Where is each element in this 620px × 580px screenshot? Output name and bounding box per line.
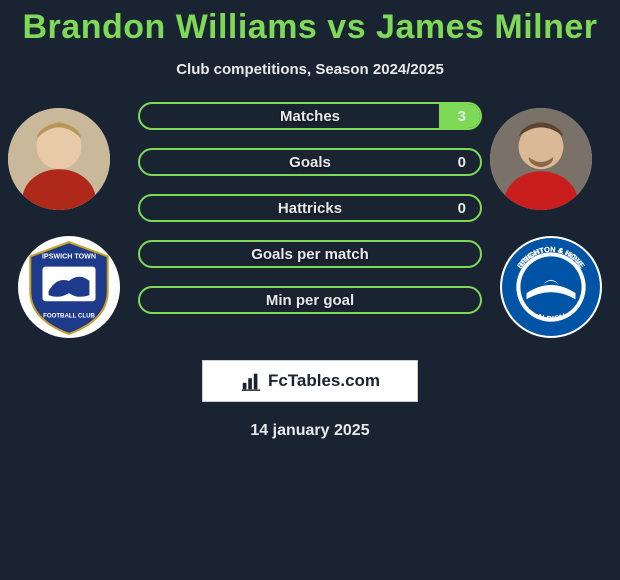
stat-label: Min per goal [266, 292, 354, 309]
comparison-area: IPSWICH TOWN FOOTBALL CLUB BRIGHTON & HO… [0, 100, 620, 350]
club-crest-icon: BRIGHTON & HOVE BRIGHTON & HOVE ALBION [500, 236, 602, 338]
brand-text: FcTables.com [268, 371, 380, 391]
svg-text:FOOTBALL CLUB: FOOTBALL CLUB [43, 313, 95, 320]
stat-row: Goals 0 [138, 148, 482, 176]
club-crest-icon: IPSWICH TOWN FOOTBALL CLUB [18, 236, 120, 338]
right-player-avatar [490, 108, 592, 210]
subtitle: Club competitions, Season 2024/2025 [0, 61, 620, 78]
stat-value-right: 3 [458, 108, 466, 125]
stat-label: Goals [289, 154, 331, 171]
stat-bars: Matches 3 Goals 0 Hattricks 0 Goals per … [138, 102, 482, 332]
stat-row: Goals per match [138, 240, 482, 268]
page-title: Brandon Williams vs James Milner [0, 0, 620, 47]
left-club-badge: IPSWICH TOWN FOOTBALL CLUB [18, 236, 120, 338]
stat-row: Min per goal [138, 286, 482, 314]
bar-chart-icon [240, 370, 262, 392]
svg-text:IPSWICH TOWN: IPSWICH TOWN [42, 252, 96, 260]
brand-box: FcTables.com [202, 360, 418, 402]
left-player-avatar [8, 108, 110, 210]
stat-label: Hattricks [278, 200, 342, 217]
stat-label: Matches [280, 108, 340, 125]
stat-label: Goals per match [251, 246, 369, 263]
person-icon [8, 108, 110, 210]
right-club-badge: BRIGHTON & HOVE BRIGHTON & HOVE ALBION [500, 236, 602, 338]
stat-value-right: 0 [458, 154, 466, 171]
stat-value-right: 0 [458, 200, 466, 217]
stat-row: Hattricks 0 [138, 194, 482, 222]
date-line: 14 january 2025 [0, 422, 620, 440]
stat-row: Matches 3 [138, 102, 482, 130]
person-icon [490, 108, 592, 210]
